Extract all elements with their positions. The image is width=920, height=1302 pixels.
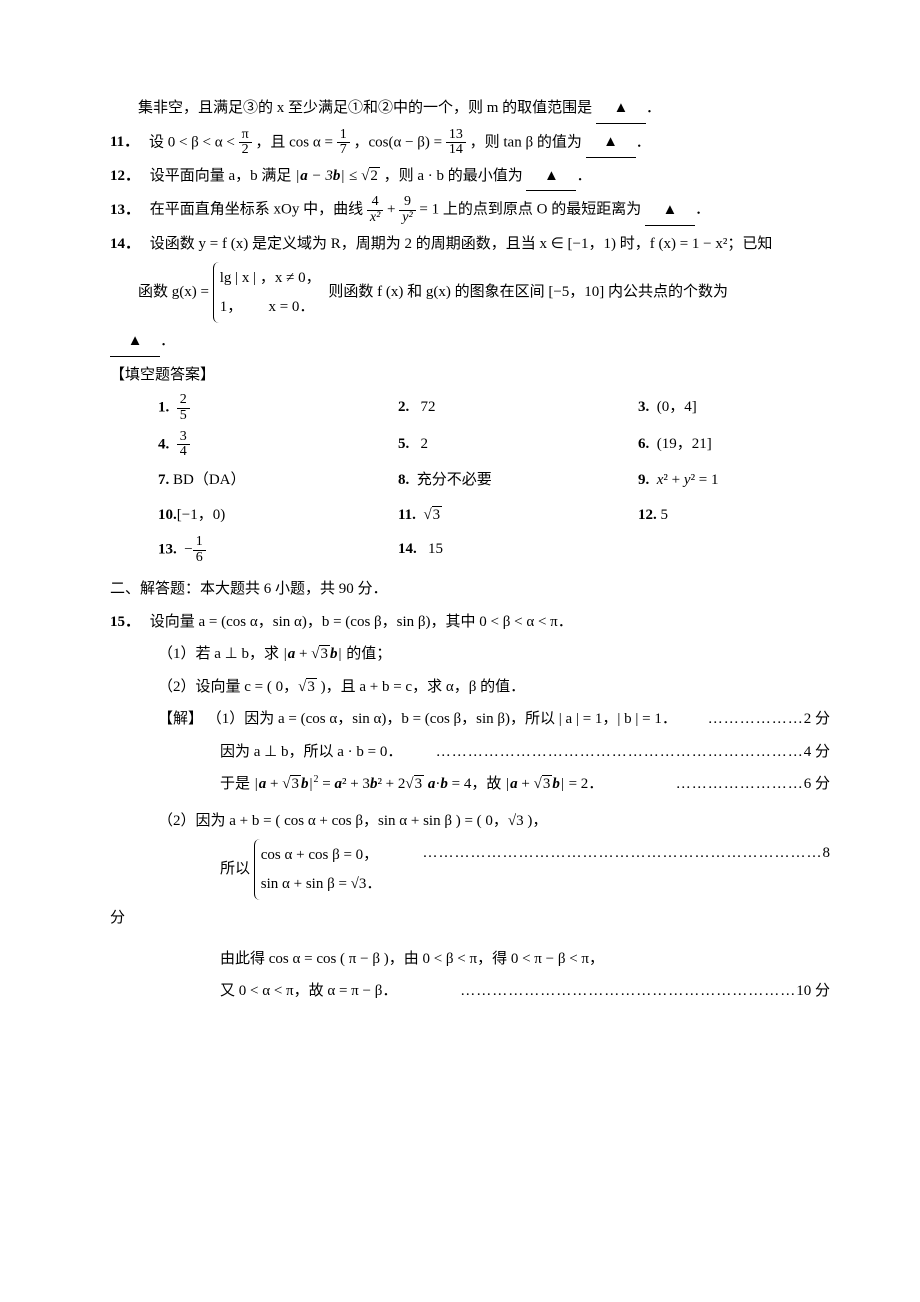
sqrt: 2 — [361, 162, 380, 191]
q14-blank: ▲． — [110, 327, 830, 357]
ans-10: 10.[−1，0) — [158, 501, 398, 530]
text: 设 0 < β < α < — [149, 134, 239, 150]
ans-11: 11. 3 — [398, 501, 638, 530]
q-num: 12． — [110, 168, 140, 184]
ans-7: 7. BD（DA） — [158, 466, 398, 495]
ans-4: 4. 34 — [158, 430, 398, 460]
abs: a + 3b — [283, 640, 343, 669]
q14-l2: 函数 g(x) = lg | x | ，x ≠ 0， 1， x = 0． 则函数… — [138, 262, 830, 323]
ans-9: 9. x² + y² = 1 — [638, 466, 830, 495]
q-num: 13． — [110, 202, 140, 218]
ans-6: 6. (19，21] — [638, 430, 830, 460]
q15-fen: 分 — [110, 904, 830, 933]
frac: 4x² — [367, 195, 383, 225]
ans-14: 14. 15 — [398, 535, 638, 565]
abs: a + 3b — [505, 770, 565, 799]
answers-grid: 1. 25 2. 72 3. (0，4] 4. 34 5. 2 6. (19，2… — [158, 393, 830, 565]
q14-l1: 14． 设函数 y = f (x) 是定义域为 R，周期为 2 的周期函数，且当… — [110, 230, 830, 259]
sol-label: 【解】 — [158, 711, 203, 727]
cases: cos α + cos β = 0， sin α + sin β = √3． — [254, 839, 386, 900]
q15-s3: 于是 a + 3b 2 = a² + 3b² + 23 a·b = 4，故 a … — [220, 770, 830, 799]
q10-text: 集非空，且满足③的 x 至少满足①和②中的一个，则 m 的取值范围是 — [138, 100, 592, 116]
q15-s6: 由此得 cos α = cos ( π − β )，由 0 < β < π，得 … — [220, 945, 830, 974]
blank: ▲ — [110, 327, 160, 357]
abs: a + 3b — [254, 770, 314, 799]
q-num: 15． — [110, 614, 140, 630]
q15-p1: （1）若 a ⊥ b，求 a + 3b 的值； — [158, 640, 830, 669]
frac: 17 — [337, 128, 350, 158]
ans-blank — [638, 535, 830, 565]
q15-p2: （2）设向量 c = ( 0，3 )，且 a + b = c，求 α，β 的值． — [158, 673, 830, 702]
cases: lg | x | ，x ≠ 0， 1， x = 0． — [213, 262, 325, 323]
q15-s1: 【解】 （1）因为 a = (cos α，sin α)，b = (cos β，s… — [158, 705, 830, 734]
frac: 1314 — [446, 128, 466, 158]
blank: ▲ — [586, 128, 636, 158]
q-num: 14． — [110, 236, 140, 252]
ans-13: 13. −16 — [158, 535, 398, 565]
abs: a − 3b — [295, 162, 345, 191]
q13: 13． 在平面直角坐标系 xOy 中，曲线 4x² + 9y² = 1 上的点到… — [110, 195, 830, 225]
ans-12: 12. 5 — [638, 501, 830, 530]
ans-2: 2. 72 — [398, 393, 638, 423]
blank: ▲ — [596, 94, 646, 124]
frac: 9y² — [399, 195, 415, 225]
q15-s2: 因为 a ⊥ b，所以 a · b = 0． ……………………………………………… — [220, 738, 830, 767]
q15-stem: 15． 设向量 a = (cos α，sin α)，b = (cos β，sin… — [110, 608, 830, 637]
section-2: 二、解答题：本大题共 6 小题，共 90 分． — [110, 575, 830, 604]
q15-s4: （2）因为 a + b = ( cos α + cos β，sin α + si… — [158, 807, 830, 836]
ans-3: 3. (0，4] — [638, 393, 830, 423]
ans-1: 1. 25 — [158, 393, 398, 423]
frac: π2 — [239, 128, 252, 158]
q11: 11． 设 0 < β < α < π2 ，且 cos α = 17 ，cos(… — [110, 128, 830, 158]
q10-tail: 集非空，且满足③的 x 至少满足①和②中的一个，则 m 的取值范围是 ▲． — [138, 94, 830, 124]
q-num: 11． — [110, 134, 139, 150]
answers-title: 【填空题答案】 — [110, 361, 830, 390]
ans-8: 8. 充分不必要 — [398, 466, 638, 495]
q15-s7: 又 0 < α < π，故 α = π − β． ………………………………………… — [220, 977, 830, 1006]
blank: ▲ — [645, 196, 695, 226]
blank: ▲ — [526, 162, 576, 192]
ans-5: 5. 2 — [398, 430, 638, 460]
q15-s5: 所以 cos α + cos β = 0， sin α + sin β = √3… — [220, 839, 830, 900]
q12: 12． 设平面向量 a，b 满足 a − 3b ≤ 2 ，则 a · b 的最小… — [110, 162, 830, 192]
